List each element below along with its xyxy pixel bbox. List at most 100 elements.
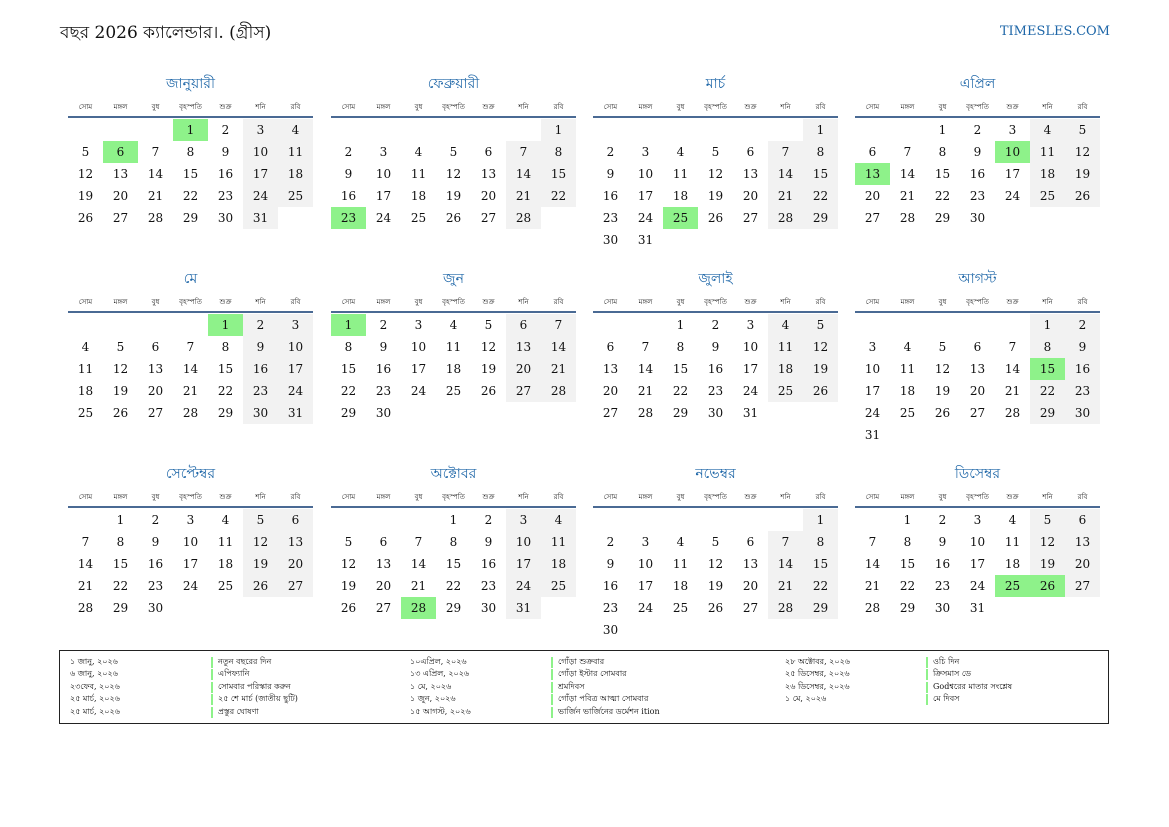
day-cell: 14 <box>864 557 881 571</box>
holiday-name: মে দিবস <box>933 694 960 704</box>
day-cell: 10 <box>864 362 881 376</box>
day-cell: 20 <box>742 579 759 593</box>
day-cell: 5 <box>711 535 720 549</box>
holiday-day-cell: 23 <box>331 207 366 229</box>
month-name: মে <box>183 271 198 287</box>
weekday-label: রবি <box>290 298 301 306</box>
weekday-header: সোম মঙ্গল বুধ বৃহস্পতি শুক্র শনি রবি <box>855 293 1100 311</box>
empty-day-cell <box>593 509 628 531</box>
day-cell: 26 <box>934 406 951 420</box>
site-link[interactable]: TIMESLES.COM <box>999 24 1110 39</box>
weekday-label: বুধ <box>938 493 947 501</box>
day-cell: 6 <box>746 145 755 159</box>
weekday-label: সোম <box>78 103 93 111</box>
day-cell: 15 <box>803 163 838 185</box>
holiday-date: ২৫ মার্চ, ২০২৬ <box>70 694 120 704</box>
day-cell: 15 <box>445 557 462 571</box>
day-cell: 2 <box>344 145 353 159</box>
empty-day-cell <box>103 119 138 141</box>
day-cell: 20 <box>602 384 619 398</box>
day-cell: 13 <box>375 557 392 571</box>
empty-day-cell <box>663 509 698 531</box>
day-cell: 30 <box>375 406 392 420</box>
day-cell: 23 <box>243 380 278 402</box>
empty-day-cell <box>698 119 733 141</box>
weekday-label: বুধ <box>151 103 160 111</box>
empty-day-cell <box>331 119 366 141</box>
day-cell: 5 <box>243 509 278 531</box>
day-cell: 29 <box>1030 402 1065 424</box>
day-cell: 18 <box>410 189 427 203</box>
weekday-label: শনি <box>780 493 791 501</box>
day-cell: 6 <box>506 314 541 336</box>
weekday-label: শুক্র <box>1006 298 1019 306</box>
empty-day-cell <box>68 119 103 141</box>
day-cell: 4 <box>449 318 458 332</box>
month-rule <box>855 311 1100 313</box>
empty-day-cell <box>698 509 733 531</box>
day-cell: 23 <box>375 384 392 398</box>
weekday-label: রবি <box>553 103 564 111</box>
day-cell: 26 <box>340 601 357 615</box>
day-cell: 26 <box>77 211 94 225</box>
day-cell: 7 <box>541 314 576 336</box>
day-cell: 22 <box>340 384 357 398</box>
day-cell: 28 <box>1004 406 1021 420</box>
month-rule <box>68 311 313 313</box>
empty-day-cell <box>366 509 401 531</box>
day-cell: 9 <box>606 167 615 181</box>
empty-day-cell <box>436 119 471 141</box>
day-cell: 6 <box>1065 509 1100 531</box>
day-cell: 9 <box>221 145 230 159</box>
day-cell: 14 <box>637 362 654 376</box>
day-cell: 4 <box>221 513 230 527</box>
day-cell: 21 <box>864 579 881 593</box>
day-cell: 11 <box>768 336 803 358</box>
weekday-label: বুধ <box>414 103 423 111</box>
weekday-header: সোম মঙ্গল বুধ বৃহস্পতি শুক্র শনি রবি <box>593 293 838 311</box>
day-cell: 25 <box>672 601 689 615</box>
month-name: এপ্রিল <box>959 76 996 92</box>
month-rule <box>68 506 313 508</box>
day-cell: 13 <box>602 362 619 376</box>
day-cell: 18 <box>899 384 916 398</box>
day-cell: 12 <box>243 531 278 553</box>
day-cell: 17 <box>182 557 199 571</box>
day-cell: 5 <box>344 535 353 549</box>
day-cell: 19 <box>243 553 278 575</box>
day-cell: 16 <box>934 557 951 571</box>
day-cell: 5 <box>449 145 458 159</box>
holiday-name: প্রস্তুর ঘোষণা <box>218 706 259 716</box>
day-cell: 18 <box>217 557 234 571</box>
empty-day-cell <box>628 119 663 141</box>
day-cell: 3 <box>746 318 755 332</box>
day-cell: 30 <box>147 601 164 615</box>
month-rule <box>593 506 838 508</box>
weekday-header: সোম মঙ্গল বুধ বৃহস্পতি শুক্র শনি রবি <box>68 293 313 311</box>
day-cell: 27 <box>602 406 619 420</box>
weekday-header: সোম মঙ্গল বুধ বৃহস্পতি শুক্র শনি রবি <box>331 293 576 311</box>
day-cell: 9 <box>484 535 493 549</box>
day-cell: 2 <box>938 513 947 527</box>
weekday-label: শনি <box>255 298 266 306</box>
day-cell: 21 <box>1004 384 1021 398</box>
holiday-marker <box>926 681 928 693</box>
day-cell: 23 <box>602 601 619 615</box>
day-cell: 26 <box>707 601 724 615</box>
legend-row: ১৩ এপ্রিল, ২০২৬ গোঁড়া ইস্টার সোমবার <box>400 669 660 682</box>
month-block: ডিসেম্বর সোম মঙ্গল বুধ বৃহস্পতি শুক্র শনি রবি 1 2… <box>855 462 1100 619</box>
day-cell: 11 <box>217 535 234 549</box>
day-cell: 24 <box>375 211 392 225</box>
legend-row: ১ জানু, ২০২৬ নতুন বছরের দিন <box>60 656 298 669</box>
day-cell: 13 <box>1065 531 1100 553</box>
day-cell: 13 <box>112 167 129 181</box>
day-cell: 14 <box>410 557 427 571</box>
day-cell: 15 <box>340 362 357 376</box>
day-cell: 15 <box>217 362 234 376</box>
day-cell: 30 <box>480 601 497 615</box>
empty-day-cell <box>103 314 138 336</box>
holiday-name: এপিফ্যানি <box>218 669 250 679</box>
weekday-label: শনি <box>518 493 529 501</box>
day-cell: 12 <box>445 167 462 181</box>
day-cell: 20 <box>112 189 129 203</box>
